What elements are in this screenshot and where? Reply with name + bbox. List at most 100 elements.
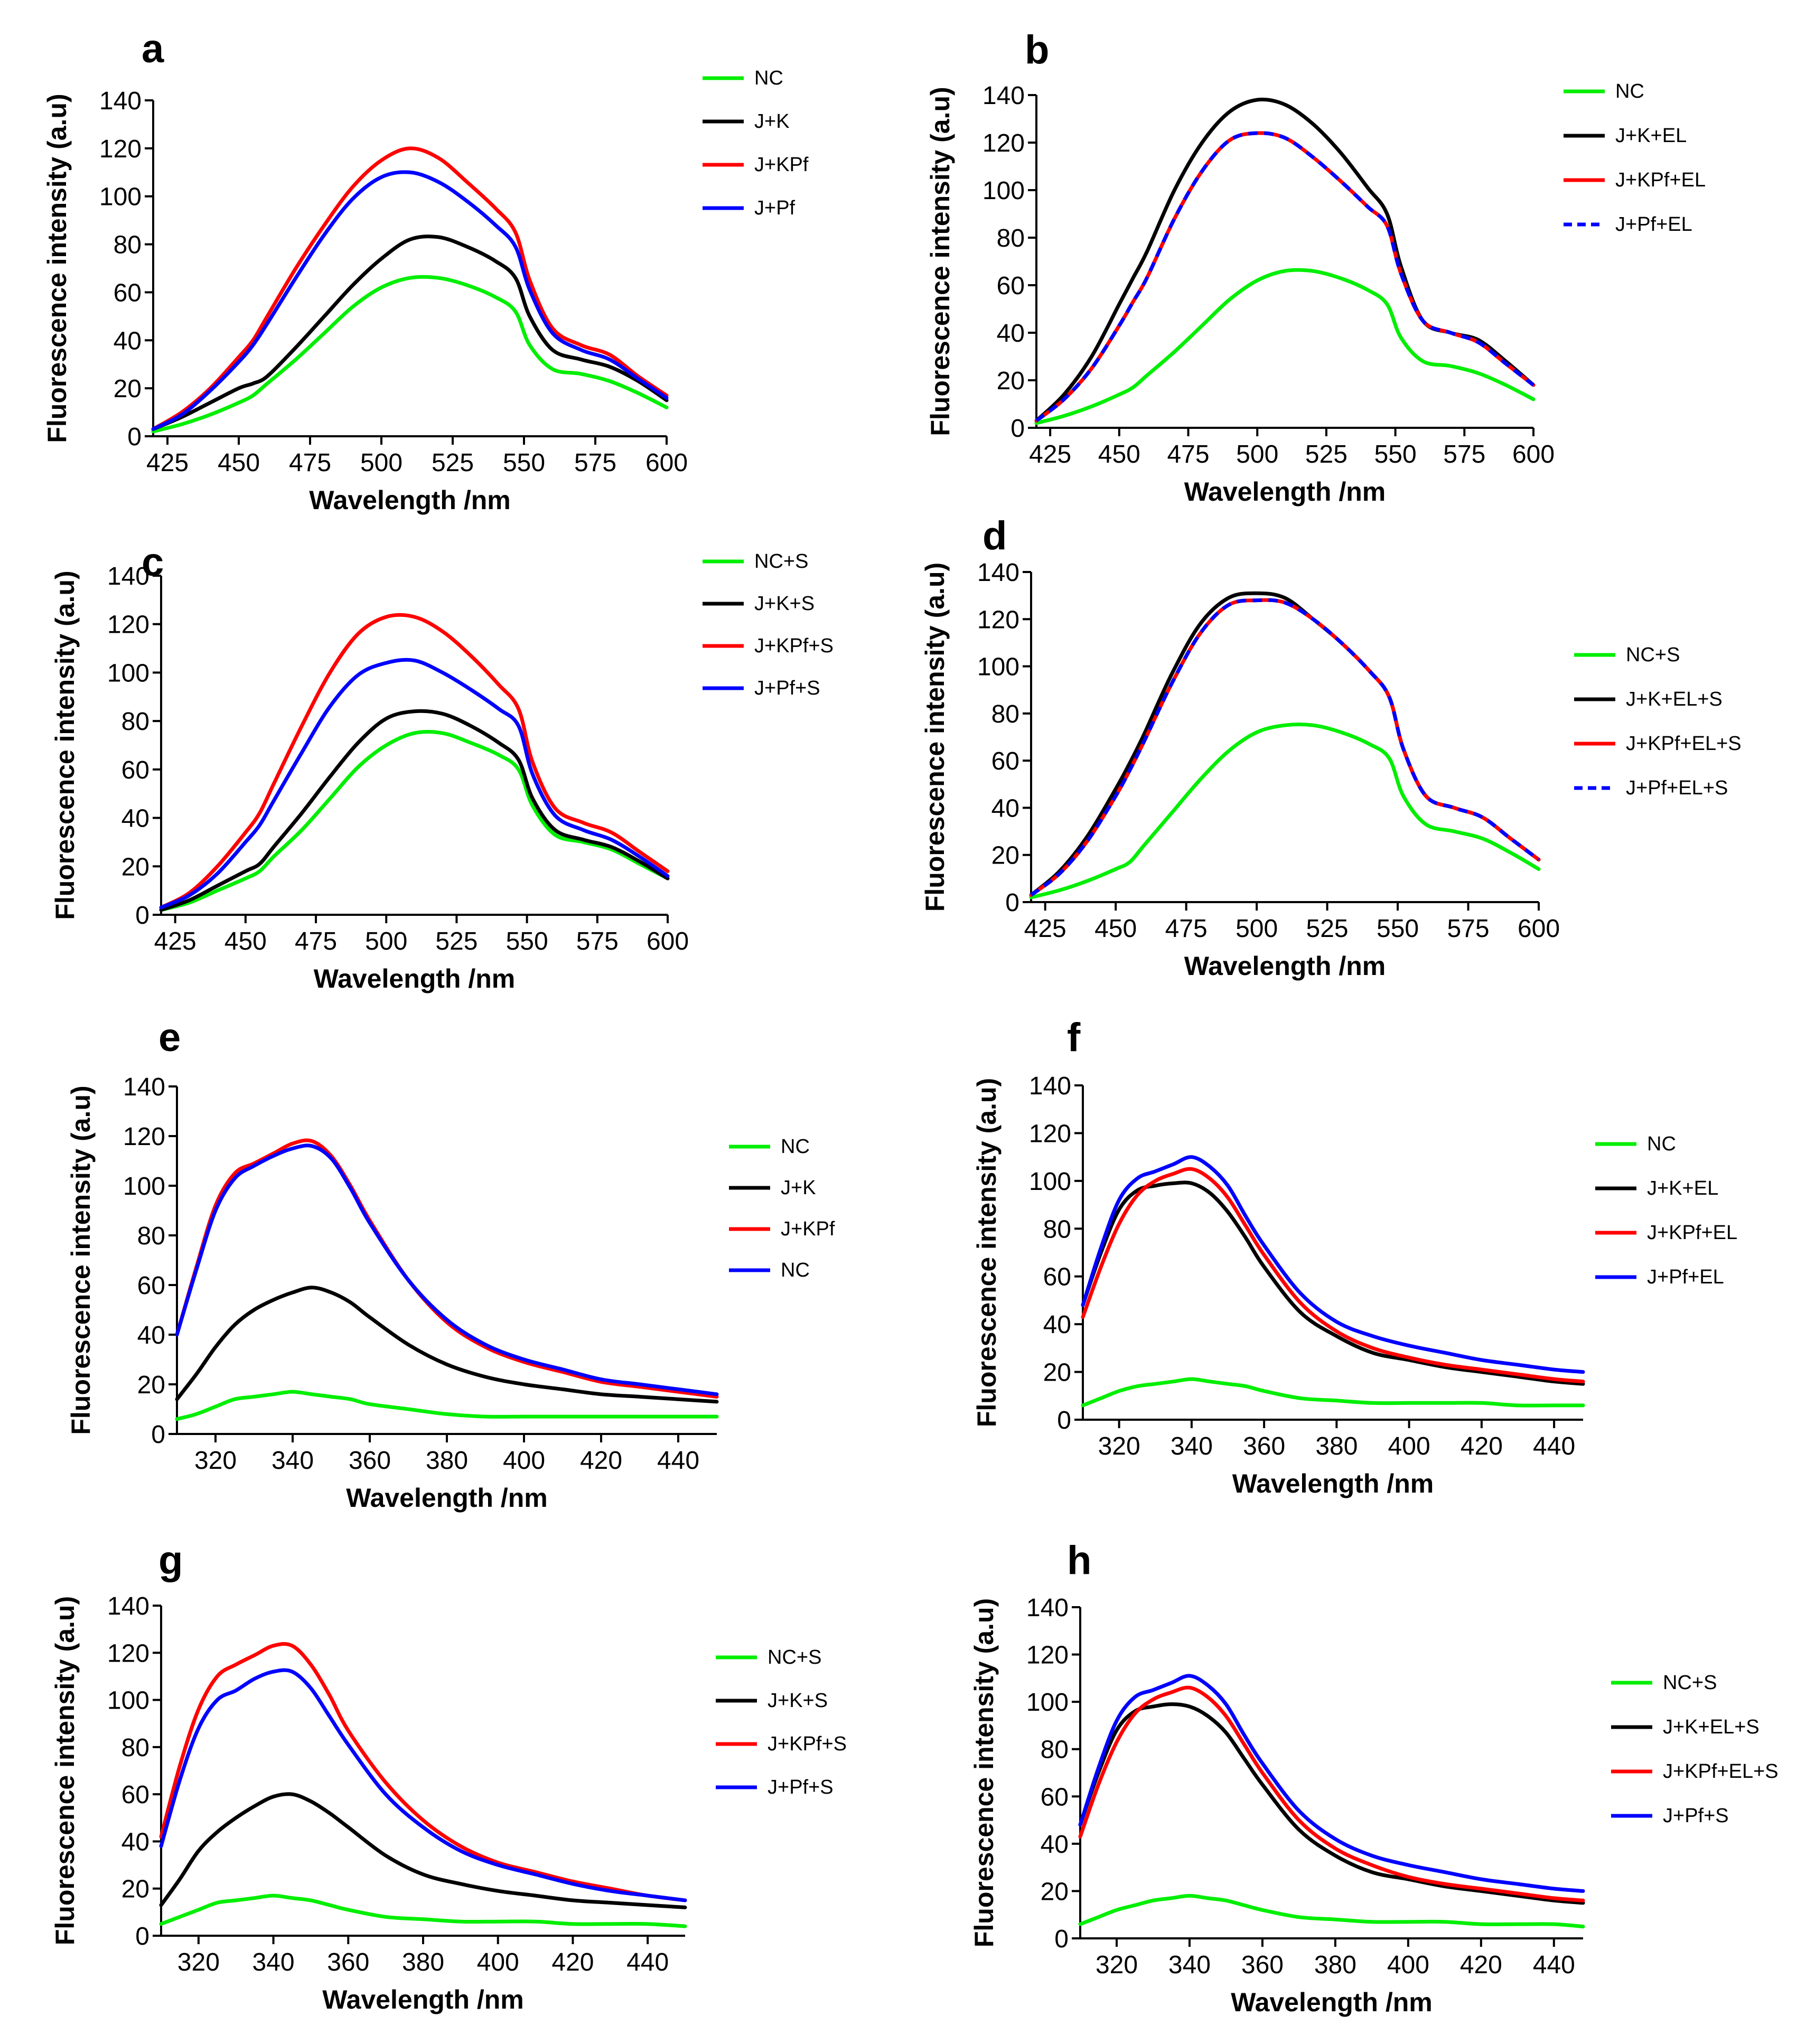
legend-label: J+K+S [754, 593, 815, 615]
x-tick-label: 425 [154, 927, 196, 955]
y-tick-label: 140 [123, 1073, 165, 1101]
y-tick-label: 20 [121, 1876, 149, 1904]
x-axis-label: Wavelength /nm [1231, 1987, 1433, 2017]
y-axis-label: Fluorescence intensity (a.u) [42, 93, 72, 443]
series-line-j-k-el [1034, 97, 1536, 423]
x-tick-label: 500 [360, 449, 403, 477]
y-tick-label: 0 [1010, 415, 1025, 443]
y-tick-label: 40 [1041, 1831, 1069, 1859]
series-line-nc-s [159, 1893, 687, 1928]
series-line-j-kpf-el-s [1029, 598, 1541, 897]
y-tick-label: 120 [123, 1123, 165, 1151]
x-tick-label: 420 [580, 1447, 622, 1475]
x-tick-label: 380 [402, 1948, 444, 1976]
y-tick-label: 40 [1043, 1311, 1071, 1339]
series-line-j-pf-el [1035, 131, 1535, 423]
panel-label: e [158, 1015, 181, 1060]
legend-label: J+KPf+EL [1615, 169, 1706, 191]
y-tick-label: 140 [1026, 1594, 1069, 1622]
series-line-j-pf-el-s [1030, 598, 1540, 897]
panel-label: b [1025, 27, 1049, 72]
y-axis-label: Fluorescence intensity (a.u) [66, 1085, 96, 1434]
x-tick-label: 425 [1024, 915, 1066, 943]
x-tick-label: 550 [506, 927, 548, 955]
series-line-j-pf-s [159, 1668, 687, 1902]
legend-label: NC [781, 1136, 810, 1158]
y-tick-label: 80 [1041, 1736, 1069, 1764]
y-tick-label: 100 [107, 659, 149, 687]
y-tick-label: 20 [1041, 1878, 1069, 1906]
x-tick-label: 320 [194, 1447, 237, 1475]
x-tick-label: 360 [349, 1447, 391, 1475]
x-tick-label: 360 [327, 1948, 369, 1976]
series-line-j-k [175, 1286, 719, 1404]
y-tick-label: 40 [137, 1321, 165, 1349]
y-tick-label: 0 [1057, 1407, 1071, 1434]
series-line-j-kpf-el-s [1078, 1685, 1585, 1902]
y-tick-label: 80 [121, 708, 149, 736]
x-tick-label: 320 [1096, 1951, 1138, 1979]
panel-label: a [142, 26, 164, 71]
y-tick-label: 140 [107, 562, 149, 590]
legend: NC J+K J+KPf J+Pf [703, 67, 809, 219]
x-tick-label: 500 [1236, 915, 1278, 943]
x-tick-label: 380 [1315, 1432, 1358, 1460]
series-line-nc [175, 1143, 719, 1396]
x-tick-label: 575 [574, 449, 616, 477]
legend-label: J+KPf [754, 154, 809, 176]
panel-f: f 0 20 40 60 80 100 120 140 320 340 360 380 400 420 440… [972, 1015, 1737, 1498]
series-line-j-k-el-s [1078, 1702, 1585, 1905]
x-tick-label: 340 [272, 1447, 314, 1475]
x-tick-label: 500 [1236, 440, 1278, 468]
legend-label: J+KPf+S [768, 1733, 847, 1755]
y-tick-label: 120 [1026, 1642, 1069, 1670]
legend-label: J+KPf [781, 1218, 835, 1240]
legend-label: J+K+EL [1615, 125, 1687, 147]
series-line-j-kpf-el [1081, 1167, 1585, 1384]
y-tick-label: 60 [114, 279, 142, 307]
legend-label: J+Pf+S [768, 1776, 834, 1798]
y-tick-label: 60 [991, 747, 1019, 775]
panel-h: h 0 20 40 60 80 100 120 140 320 340 360 380 400 420 440… [969, 1538, 1779, 2017]
legend-label: J+Pf [754, 197, 796, 219]
x-tick-label: 425 [146, 449, 189, 477]
x-tick-label: 420 [1461, 1432, 1503, 1460]
series-line-j-pf [151, 170, 669, 431]
y-tick-label: 140 [982, 82, 1025, 110]
series-line-j-kpf [175, 1138, 719, 1399]
series-line-j-kpf [151, 146, 669, 431]
x-tick-label: 400 [1388, 1432, 1430, 1460]
y-axis-label: Fluorescence intensity (a.u) [50, 570, 80, 920]
y-tick-label: 100 [982, 177, 1025, 205]
series-line-j-k-s [159, 709, 670, 912]
legend-label: NC [1647, 1133, 1676, 1155]
series-line-j-k-s [159, 1792, 687, 1909]
series-line-j-kpf-s [159, 613, 670, 910]
series-line-nc [151, 275, 669, 434]
x-tick-label: 450 [224, 927, 267, 955]
panel-e: e 0 20 40 60 80 100 120 140 320 340 360 380 400 420 440… [66, 1015, 835, 1513]
legend-label: J+Pf+EL [1615, 213, 1692, 236]
panel-d: d 0 20 40 60 80 100 120 140 425 450 475 500 525 550 575… [920, 513, 1742, 981]
x-tick-label: 475 [289, 449, 331, 477]
y-tick-label: 80 [1043, 1215, 1071, 1243]
series-line-j-pf-el [1081, 1155, 1585, 1374]
y-tick-label: 40 [121, 1828, 149, 1856]
series-line-nc-s [1078, 1893, 1585, 1929]
y-tick-label: 140 [107, 1592, 149, 1620]
y-tick-label: 60 [137, 1272, 165, 1300]
legend: NC+S J+K+S J+KPf+S J+Pf+S [703, 550, 834, 699]
x-axis-label: Wavelength /nm [1232, 1469, 1434, 1498]
x-tick-label: 360 [1243, 1432, 1285, 1460]
x-tick-label: 600 [1512, 440, 1555, 468]
x-tick-label: 420 [1460, 1951, 1502, 1979]
y-tick-label: 100 [1029, 1168, 1071, 1196]
y-tick-label: 40 [114, 327, 142, 355]
legend: NC J+K J+KPf NC [729, 1136, 835, 1281]
x-axis-label: Wavelength /nm [1184, 477, 1386, 507]
y-axis-label: Fluorescence intensity (a.u) [969, 1598, 999, 1947]
legend-label: NC+S [1663, 1672, 1717, 1694]
legend-label: J+K+EL+S [1663, 1716, 1760, 1738]
y-tick-label: 0 [151, 1421, 165, 1449]
